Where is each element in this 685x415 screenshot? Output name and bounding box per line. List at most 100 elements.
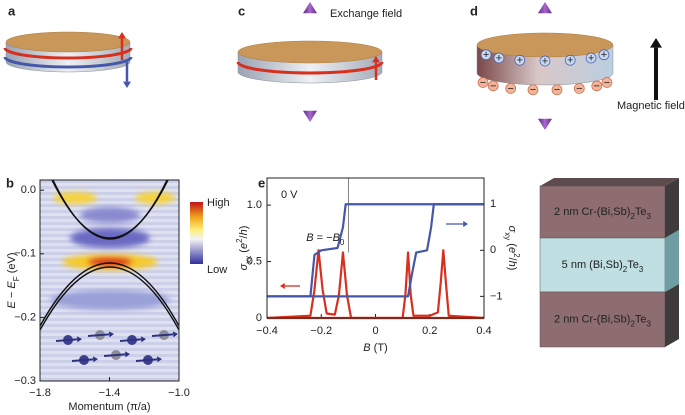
- band-curve: [40, 266, 179, 331]
- arpes-stripe: [40, 222, 179, 225]
- layer: [539, 185, 666, 239]
- text-part: σ: [238, 263, 250, 270]
- arrow-head: [108, 331, 114, 338]
- arpes-stripe: [40, 348, 179, 351]
- layer-label: 2 nm Cr-(Bi,Sb)2Te3: [554, 206, 651, 221]
- arpes-stripe: [40, 324, 179, 327]
- text-part: −: [6, 289, 18, 302]
- arrow-head: [538, 118, 552, 130]
- text-part: Te: [635, 206, 647, 218]
- y-tick-label: −0.1: [14, 248, 36, 260]
- text-part: B: [333, 232, 340, 244]
- arrow-head: [140, 336, 146, 343]
- arpes-feature: [80, 207, 140, 223]
- text-part: 3: [639, 265, 644, 274]
- arpes-stripe: [40, 372, 179, 375]
- negative-charge: [505, 83, 517, 94]
- y2-axis-label: σxy (e2/h): [503, 226, 521, 271]
- minus-sign: −: [480, 77, 486, 89]
- annotation: 0 V: [281, 189, 298, 201]
- plus-sign: +: [496, 52, 502, 64]
- minus-sign: −: [490, 80, 496, 92]
- arrow-shaft: [71, 358, 94, 362]
- arrow-head: [538, 2, 552, 14]
- colorbar-high: High: [207, 197, 230, 209]
- arrow-head: [76, 336, 82, 343]
- arrow-head: [123, 81, 131, 88]
- plus-sign: +: [483, 49, 489, 61]
- positive-charge: [480, 49, 492, 61]
- arpes-stripe: [40, 330, 179, 333]
- arrow-head: [124, 351, 130, 358]
- arpes-stripe: [40, 336, 179, 339]
- panel-label: e: [258, 175, 265, 190]
- arrow-shaft: [119, 338, 142, 342]
- colorbar-low: Low: [207, 264, 227, 276]
- minus-sign: −: [604, 77, 610, 89]
- annotation: B = −B0: [306, 232, 345, 247]
- arpes-stripe: [40, 252, 179, 255]
- arrow-head: [118, 32, 126, 39]
- layer: [539, 237, 666, 293]
- text-part: Te: [627, 259, 639, 271]
- negative-charge: [487, 80, 499, 92]
- band-curve: [52, 180, 168, 240]
- minus-sign: −: [576, 83, 582, 95]
- arpes-image: [40, 180, 179, 381]
- arpes-stripe: [40, 276, 179, 279]
- negative-charge: [591, 80, 603, 92]
- text-part: h: [238, 229, 250, 235]
- negative-charge: [527, 84, 539, 96]
- negative-charge: [477, 77, 489, 88]
- arrow-head: [172, 331, 178, 338]
- text-part: 5 nm (Bi,Sb): [562, 259, 623, 271]
- edge-ring: [3, 56, 133, 69]
- text-part: 3: [647, 319, 652, 328]
- layer: [539, 291, 666, 348]
- positive-charge: [493, 52, 505, 64]
- arpes-stripe: [40, 366, 179, 369]
- y-tick-label: 0: [256, 312, 262, 324]
- text-part: 2: [235, 238, 244, 243]
- minus-sign: −: [530, 84, 536, 96]
- series-line: [267, 249, 485, 320]
- axes-frame: [266, 177, 485, 319]
- edge-ring: [236, 61, 384, 75]
- minus-sign: −: [554, 84, 560, 96]
- layer-side: [665, 284, 679, 347]
- x-axis-label: Momentum (π/a): [68, 401, 150, 413]
- text-part: ): [238, 226, 250, 230]
- stack-top: [540, 178, 679, 186]
- text-part: (: [506, 240, 518, 247]
- text-part: h: [506, 261, 518, 267]
- text-part: ): [506, 267, 518, 271]
- text-part: = −: [314, 232, 333, 244]
- text-part: 2: [630, 319, 635, 328]
- y-axis-label: σxx (e2/h): [235, 226, 253, 271]
- x-tick-label: 0.2: [422, 325, 437, 337]
- text-part: (eV): [6, 253, 18, 277]
- plus-sign: +: [517, 55, 523, 67]
- arrow-head: [156, 356, 162, 363]
- text-part: e: [506, 247, 518, 253]
- negative-charge: [601, 77, 613, 88]
- arrow-head: [92, 356, 98, 363]
- text-part: 2: [630, 212, 635, 221]
- panel-label: d: [470, 3, 478, 18]
- y2-tick-label: 0: [490, 244, 496, 256]
- positive-charge: [585, 52, 597, 64]
- arpes-feature: [135, 192, 175, 204]
- text-part: (T): [371, 342, 388, 354]
- x-tick-label: 0.4: [476, 325, 491, 337]
- series-line: [267, 203, 484, 298]
- plus-sign: +: [542, 55, 548, 67]
- arrow-head: [280, 283, 285, 289]
- minus-sign: −: [507, 83, 513, 95]
- series-line: [266, 249, 484, 320]
- text-part: e: [238, 243, 250, 249]
- exchange-field-label: Exchange field: [330, 8, 402, 20]
- layer-side: [665, 178, 679, 238]
- arpes-stripe: [40, 360, 179, 363]
- arpes-stripe: [40, 270, 179, 273]
